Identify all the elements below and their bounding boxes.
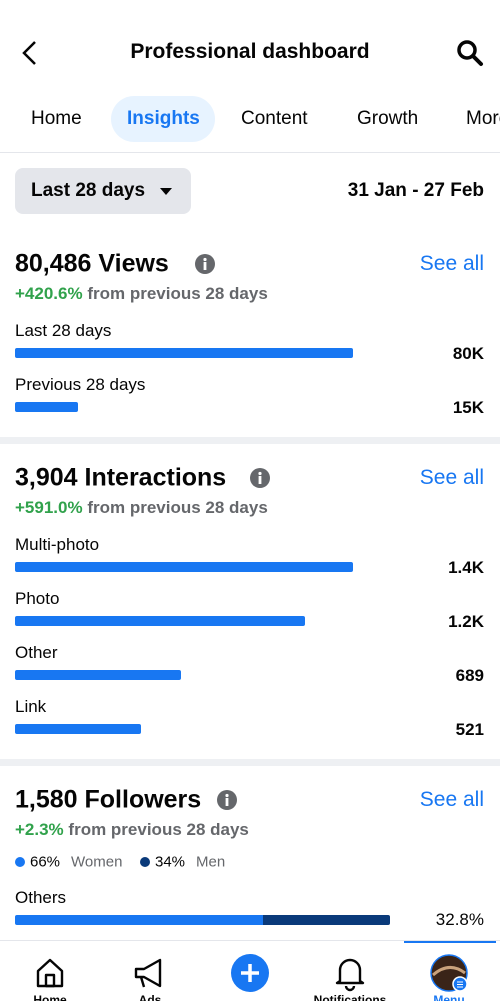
row-value: 521 — [455, 720, 484, 739]
info-icon[interactable] — [216, 789, 238, 811]
change-text: from previous 28 days — [87, 284, 268, 303]
row-value: 689 — [455, 666, 484, 685]
bar — [15, 562, 353, 572]
bar — [15, 348, 353, 358]
change-line: +591.0% from previous 28 days — [15, 498, 268, 518]
caret — [160, 188, 172, 195]
change-text: from previous 28 days — [68, 820, 249, 839]
notifications-icon[interactable] — [330, 953, 370, 993]
search-button[interactable] — [455, 38, 485, 68]
legend-label: Women — [71, 853, 123, 871]
see-all[interactable]: See all — [419, 252, 484, 275]
row-label: Link — [15, 697, 47, 716]
legend-value: 34% — [155, 853, 186, 871]
back-button[interactable] — [20, 40, 40, 66]
legend-label: Men — [196, 853, 226, 871]
section-separator — [0, 759, 500, 766]
row-label: Previous 28 days — [15, 375, 146, 394]
divider — [0, 152, 500, 153]
date-range: 31 Jan - 27 Feb — [347, 180, 484, 201]
change-line: +420.6% from previous 28 days — [15, 284, 268, 304]
tab[interactable]: Home — [31, 108, 82, 129]
range-label: Last 28 days — [31, 180, 146, 201]
change-value: +2.3% — [15, 820, 64, 839]
bar — [15, 616, 305, 626]
home-icon[interactable] — [30, 953, 70, 993]
see-all[interactable]: See all — [419, 466, 484, 489]
info-icon[interactable] — [194, 253, 216, 275]
nav-label[interactable]: Ads — [138, 993, 162, 1001]
change-line: +2.3% from previous 28 days — [15, 820, 249, 840]
tab[interactable]: Content — [241, 108, 308, 129]
bar — [15, 670, 182, 680]
tab[interactable]: Insights — [127, 108, 200, 129]
tab-bar: Home Insights Content Growth More — [0, 96, 500, 142]
section-separator — [0, 437, 500, 444]
row-label: Others — [15, 888, 67, 907]
row-label: Other — [15, 643, 58, 662]
section-title: 80,486 Views — [15, 249, 169, 278]
range-dropdown[interactable]: Last 28 days — [15, 168, 191, 214]
change-value: +591.0% — [15, 498, 83, 517]
bar — [15, 724, 141, 734]
tab[interactable]: Growth — [357, 108, 419, 129]
create-button[interactable] — [230, 953, 270, 993]
row-value: 80K — [452, 344, 484, 363]
change-text: from previous 28 days — [87, 498, 268, 517]
legend-dot — [140, 857, 150, 867]
active-indicator — [404, 941, 496, 943]
bar-segment — [15, 915, 263, 925]
row-value: 1.2K — [448, 612, 484, 631]
section-title: 1,580 Followers — [15, 785, 202, 814]
row-label: Multi-photo — [15, 535, 100, 554]
row-value: 15K — [452, 398, 484, 417]
profile-avatar[interactable] — [429, 953, 469, 993]
ads-icon[interactable] — [130, 953, 170, 993]
section-title: 3,904 Interactions — [15, 463, 227, 492]
nav-label[interactable]: Menu — [433, 993, 465, 1001]
change-value: +420.6% — [15, 284, 83, 303]
row-value: 32.8% — [435, 910, 484, 929]
bottom-nav: Home Ads Notifications Menu — [0, 940, 500, 1001]
row-label: Last 28 days — [15, 321, 112, 340]
nav-label[interactable]: Home — [33, 993, 67, 1001]
page-title: Professional dashboard — [130, 40, 370, 63]
row-value: 1.4K — [448, 558, 484, 577]
see-all[interactable]: See all — [419, 788, 484, 811]
info-icon[interactable] — [249, 467, 271, 489]
nav-label[interactable]: Notifications — [313, 993, 387, 1001]
tab[interactable]: More — [466, 108, 500, 129]
legend-dot — [15, 857, 25, 867]
legend-value: 66% — [30, 853, 61, 871]
tab-highlight — [111, 96, 215, 142]
bar — [15, 402, 79, 412]
bar-segment — [262, 915, 390, 925]
row-label: Photo — [15, 589, 60, 608]
